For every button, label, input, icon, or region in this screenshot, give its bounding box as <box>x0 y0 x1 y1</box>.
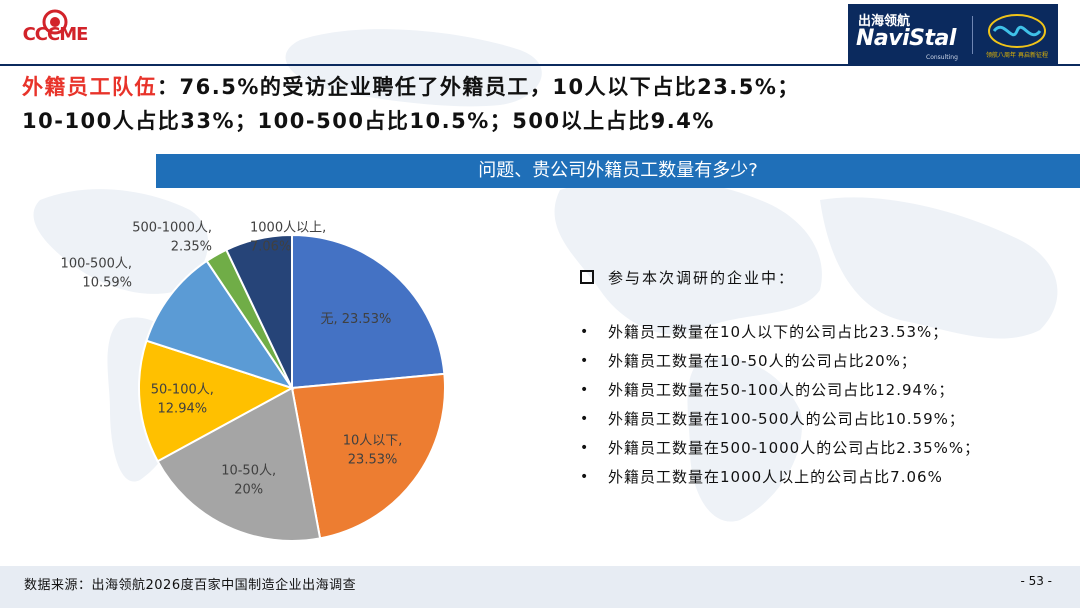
pie-label-5: 100-500人, 10.59% <box>61 257 132 291</box>
note-text: 外籍员工数量在1000人以上的公司占比7.06% <box>608 468 943 486</box>
question-text: 问题、贵公司外籍员工数量有多少? <box>478 160 758 181</box>
anniversary-emblem-text: 领航八周年 再启新征程 <box>986 52 1048 59</box>
bullet-icon: • <box>580 353 589 369</box>
pie-slice-1 <box>291 233 446 390</box>
note-text: 外籍员工数量在500-1000人的公司占比2.35%%； <box>608 439 981 457</box>
page-number: - 53 - <box>1020 574 1052 588</box>
list-item: • 外籍员工数量在10-50人的公司占比20%； <box>578 347 1068 376</box>
page-headline: 外籍员工队伍：76.5%的受访企业聘任了外籍员工，10人以下占比23.5%； 1… <box>22 70 1072 138</box>
pie-label-1: 无, 23.53% <box>320 312 391 327</box>
note-text: 外籍员工数量在50-100人的公司占比12.94%； <box>608 381 955 399</box>
list-item: • 外籍员工数量在1000人以上的公司占比7.06% <box>578 463 1068 492</box>
notes-list: • 外籍员工数量在10人以下的公司占比23.53%； • 外籍员工数量在10-50人… <box>578 318 1068 492</box>
pie-chart: 无, 23.53% 10人以下, 23.53% 10-50人, 20% 50-100人, 1… <box>61 221 446 542</box>
checkbox-square-icon <box>580 270 594 284</box>
headline-line2: 10-100人占比33%；100-500占比10.5%；500以上占比9.4% <box>22 109 715 133</box>
bullet-icon: • <box>580 440 589 456</box>
pie-slice-4 <box>138 339 295 463</box>
bullet-icon: • <box>580 324 589 340</box>
note-text: 外籍员工数量在10人以下的公司占比23.53%； <box>608 323 949 341</box>
list-item: • 外籍员工数量在500-1000人的公司占比2.35%%； <box>578 434 1068 463</box>
pie-label-3: 10-50人, 20% <box>221 464 276 498</box>
pie-slice-5 <box>145 259 295 390</box>
navistal-logo: 出海领航 NaviStal Consulting 领航八周年 再启新征程 <box>848 4 1058 64</box>
data-source: 数据来源：出海领航2026度百家中国制造企业出海调查 <box>24 578 357 593</box>
bullet-icon: • <box>580 411 589 427</box>
footer-bar: 数据来源：出海领航2026度百家中国制造企业出海调查 - 53 - <box>0 566 1080 608</box>
logo-divider <box>972 16 973 54</box>
navistal-subtitle: Consulting <box>926 54 958 61</box>
cccme-logo-text: CCCME <box>22 24 89 45</box>
pie-slice-2 <box>290 372 446 540</box>
cccme-emblem-icon <box>42 9 68 35</box>
pie-label-2: 10人以下, 23.53% <box>343 433 403 467</box>
headline-line1: ：76.5%的受访企业聘任了外籍员工，10人以下占比23.5%； <box>157 75 800 99</box>
navistal-cn-name: 出海领航 <box>858 14 911 29</box>
pie-label-7: 1000人以上, 7.06% <box>250 221 326 255</box>
list-item: • 外籍员工数量在100-500人的公司占比10.59%； <box>578 405 1068 434</box>
question-banner: 问题、贵公司外籍员工数量有多少? <box>156 154 1080 188</box>
notes-panel: 参与本次调研的企业中： • 外籍员工数量在10人以下的公司占比23.53%； • 外… <box>578 264 1068 492</box>
cccme-logo: CCCME <box>12 8 98 58</box>
note-text: 外籍员工数量在10-50人的公司占比20%； <box>608 352 917 370</box>
notes-intro-text: 参与本次调研的企业中： <box>608 269 796 287</box>
bullet-icon: • <box>580 469 589 485</box>
pie-label-4: 50-100人, 12.94% <box>151 383 214 417</box>
bullet-icon: • <box>580 382 589 398</box>
note-text: 外籍员工数量在100-500人的公司占比10.59%； <box>608 410 965 428</box>
list-item: • 外籍员工数量在10人以下的公司占比23.53%； <box>578 318 1068 347</box>
navistal-en-name: NaviStal <box>856 26 956 51</box>
headline-label: 外籍员工队伍 <box>22 75 157 99</box>
header-divider <box>0 64 1080 66</box>
list-item: • 外籍员工数量在50-100人的公司占比12.94%； <box>578 376 1068 405</box>
anniversary-emblem-icon <box>988 14 1046 48</box>
pie-label-6: 500-1000人, 2.35% <box>132 221 212 255</box>
pie-slice-3 <box>156 386 322 542</box>
pie-slice-7 <box>225 233 293 389</box>
notes-intro: 参与本次调研的企业中： <box>578 264 1068 292</box>
